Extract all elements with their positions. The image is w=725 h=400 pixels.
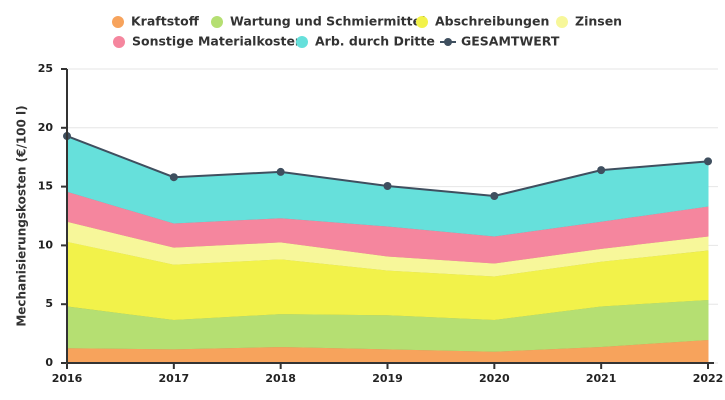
x-tick-label: 2022	[693, 372, 724, 385]
total-point	[169, 173, 178, 182]
x-tick-label: 2019	[372, 372, 403, 385]
legend-label: Arb. durch Dritte	[315, 34, 435, 49]
legend-label: Kraftstoff	[131, 14, 200, 29]
x-tick-label: 2021	[586, 372, 617, 385]
x-tick-label: 2017	[159, 372, 190, 385]
x-tick-label: 2018	[265, 372, 296, 385]
total-point	[383, 182, 392, 191]
legend-symbol	[211, 16, 223, 28]
legend-label: Abschreibungen	[435, 14, 549, 29]
legend-label: Sonstige Materialkosten	[132, 34, 304, 49]
y-tick-label: 20	[38, 121, 54, 134]
legend-label: Wartung und Schmiermittel	[230, 14, 425, 29]
y-axis-label: Mechanisierungskosten (€/100 l)	[15, 105, 29, 326]
legend-label: Zinsen	[575, 14, 622, 29]
total-point	[704, 157, 712, 166]
legend-symbol	[416, 16, 428, 28]
legend-symbol	[113, 36, 125, 48]
legend-symbol	[112, 16, 124, 28]
legend-label: GESAMTWERT	[461, 34, 560, 49]
x-tick-label: 2020	[479, 372, 510, 385]
legend-symbol	[296, 36, 308, 48]
legend-symbol	[556, 16, 568, 28]
x-tick-label: 2016	[52, 372, 83, 385]
y-tick-label: 0	[45, 356, 53, 369]
legend-symbol	[444, 38, 452, 46]
total-point	[276, 167, 285, 176]
y-tick-label: 10	[38, 238, 54, 251]
total-point	[490, 192, 499, 201]
y-tick-label: 5	[45, 297, 53, 310]
y-tick-label: 15	[38, 180, 53, 193]
y-tick-label: 25	[38, 62, 53, 75]
total-point	[597, 166, 606, 175]
